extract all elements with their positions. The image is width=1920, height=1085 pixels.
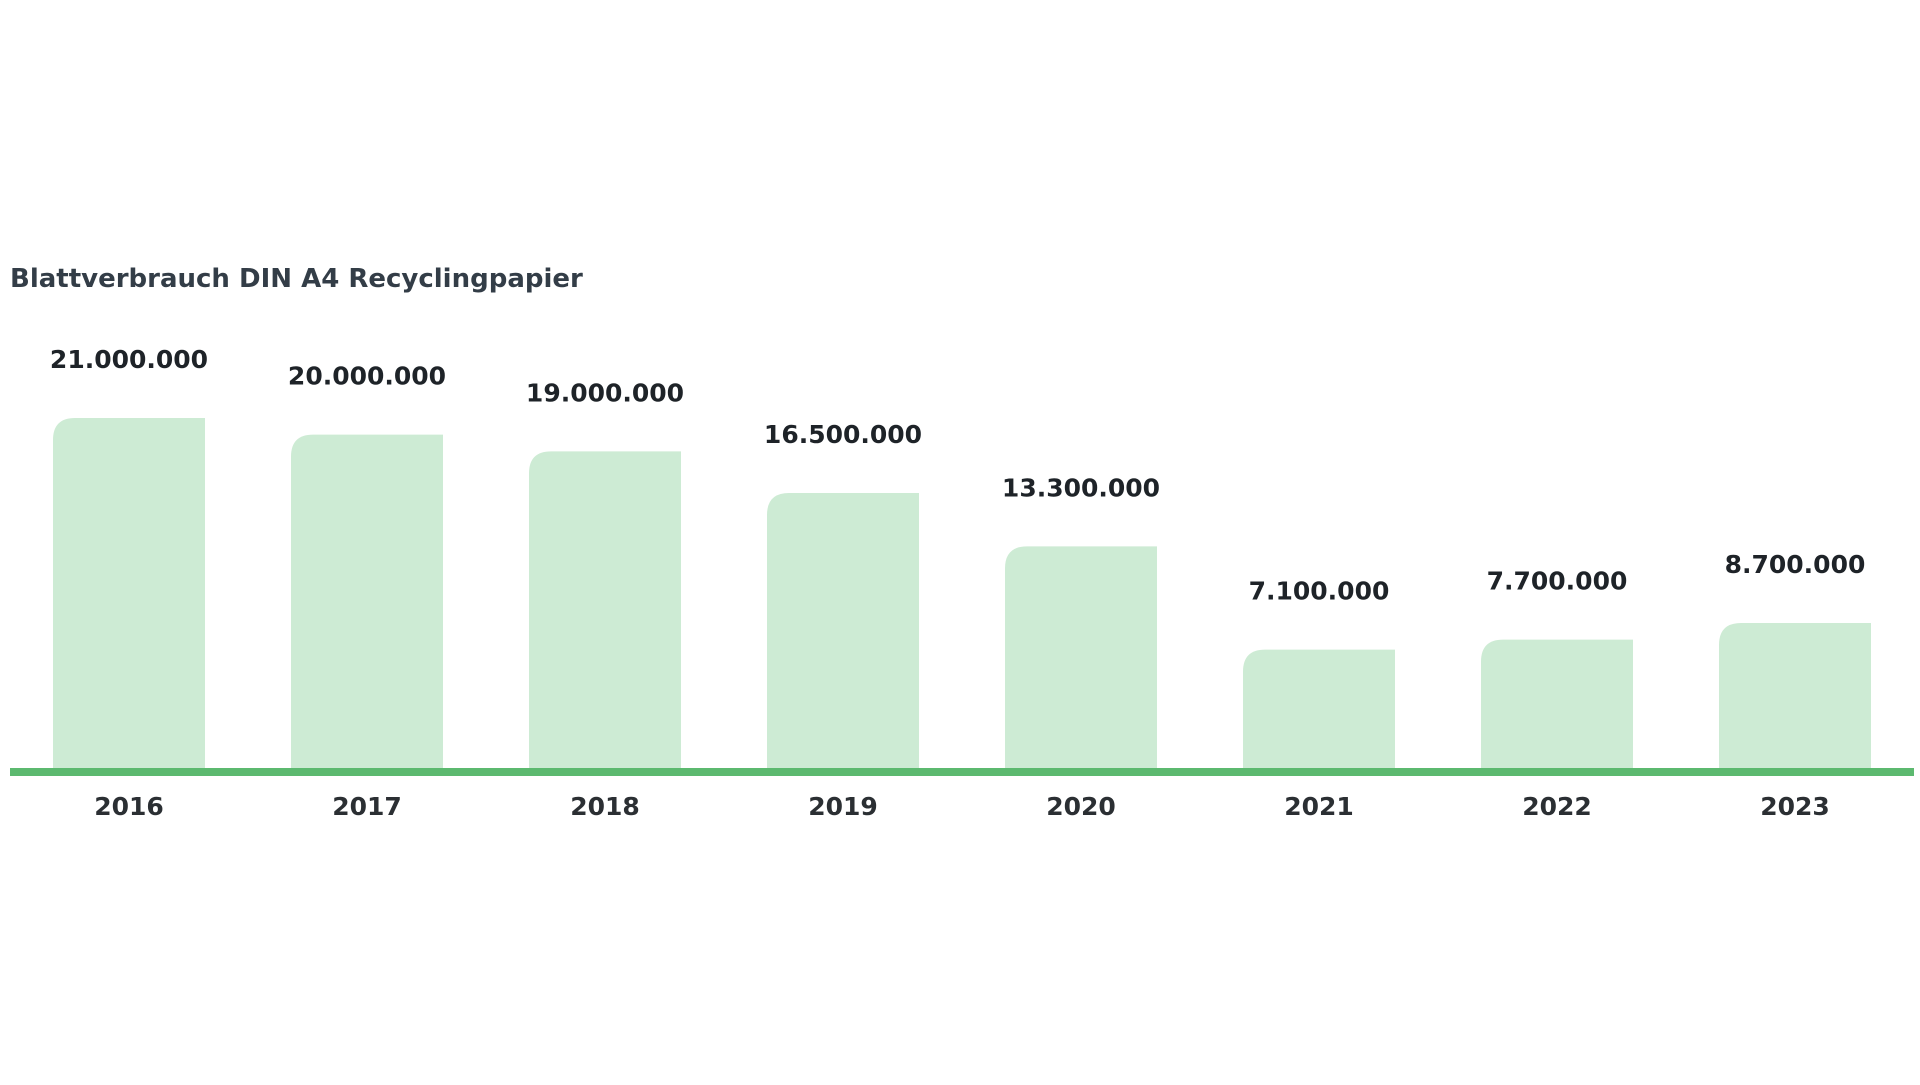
bar-2021: [1243, 649, 1395, 768]
value-label-2018: 19.000.000: [526, 378, 684, 407]
value-label-2020: 13.300.000: [1002, 473, 1160, 502]
x-tick-label-2023: 2023: [1760, 792, 1830, 821]
x-tick-label-2020: 2020: [1046, 792, 1116, 821]
value-label-2019: 16.500.000: [764, 420, 922, 449]
value-label-2017: 20.000.000: [288, 362, 446, 391]
x-tick-labels-group: 2016 2017 2018 2019 2020 2021 2022 2023: [94, 792, 1830, 821]
bar-2016: [53, 418, 205, 768]
value-label-2023: 8.700.000: [1725, 550, 1866, 579]
bar-2018: [529, 451, 681, 768]
bar-2022: [1481, 639, 1633, 768]
value-labels-group: 21.000.000 20.000.000 19.000.000 16.500.000…: [50, 345, 1865, 606]
bars-group: [53, 418, 1871, 768]
chart-title: Blattverbrauch DIN A4 Recyclingpapier: [10, 264, 583, 294]
x-tick-label-2022: 2022: [1522, 792, 1592, 821]
x-tick-label-2018: 2018: [570, 792, 640, 821]
bar-2019: [767, 493, 919, 768]
x-tick-label-2021: 2021: [1284, 792, 1354, 821]
value-label-2016: 21.000.000: [50, 345, 208, 374]
bar-2023: [1719, 623, 1871, 768]
x-tick-label-2016: 2016: [94, 792, 164, 821]
bar-2020: [1005, 546, 1157, 768]
x-tick-label-2017: 2017: [332, 792, 402, 821]
bar-2017: [291, 434, 443, 768]
value-label-2021: 7.100.000: [1249, 577, 1390, 606]
x-axis-baseline: [10, 768, 1914, 776]
value-label-2022: 7.700.000: [1487, 567, 1628, 596]
x-tick-label-2019: 2019: [808, 792, 878, 821]
